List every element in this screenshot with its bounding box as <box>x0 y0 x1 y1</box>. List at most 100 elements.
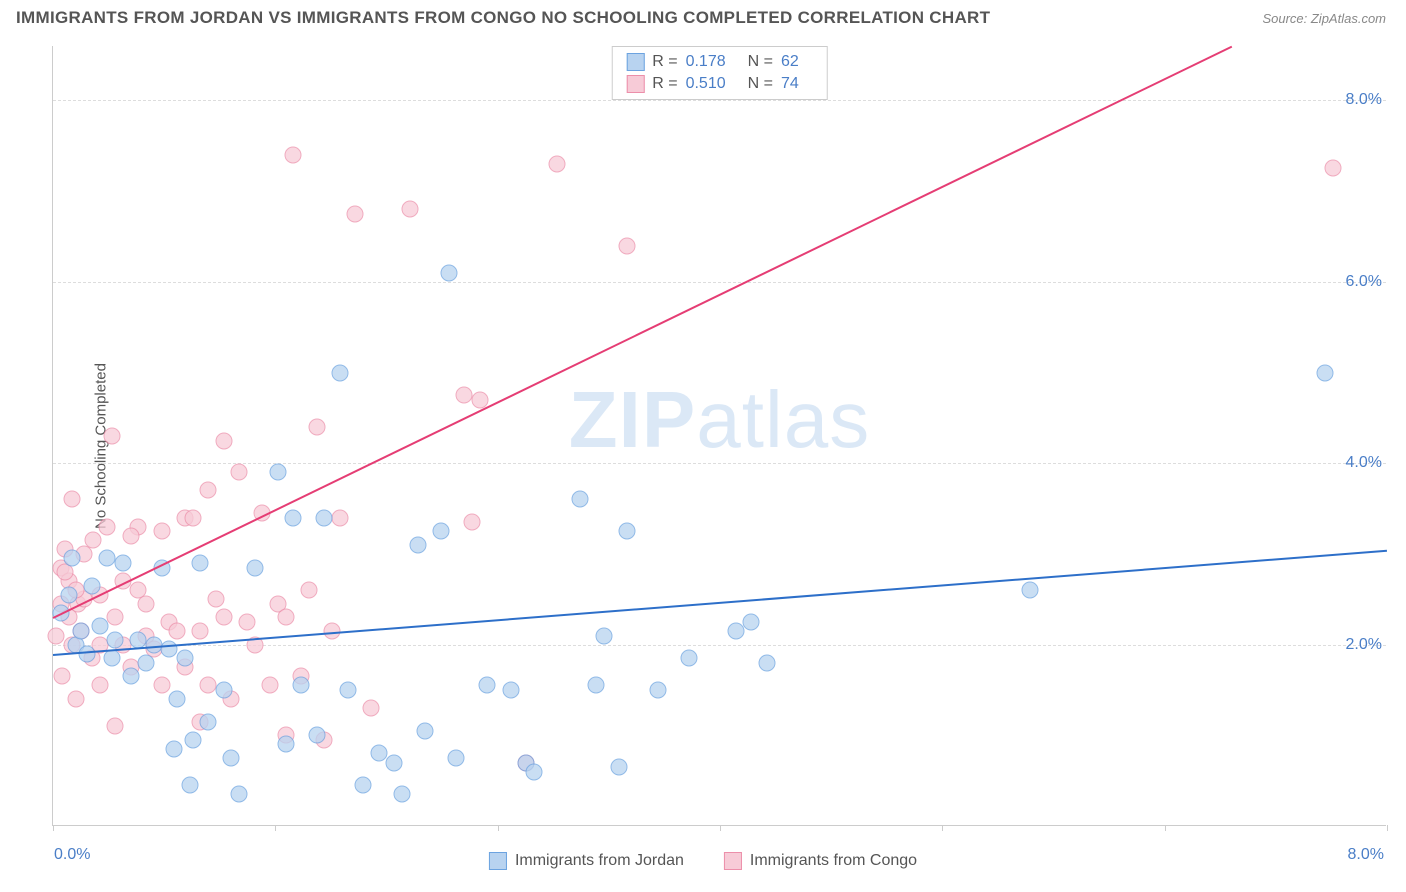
data-point-jordan <box>386 754 403 771</box>
swatch-congo <box>724 852 742 870</box>
y-tick-label: 8.0% <box>1346 91 1382 109</box>
data-point-congo <box>549 155 566 172</box>
r-label: R = <box>652 53 677 71</box>
data-point-congo <box>347 205 364 222</box>
data-point-jordan <box>103 650 120 667</box>
x-tick <box>53 825 54 831</box>
data-point-jordan <box>727 623 744 640</box>
data-point-jordan <box>595 627 612 644</box>
x-tick <box>275 825 276 831</box>
data-point-congo <box>207 591 224 608</box>
data-point-jordan <box>176 650 193 667</box>
grid-line <box>53 100 1386 101</box>
data-point-jordan <box>502 681 519 698</box>
swatch-jordan <box>626 53 644 71</box>
grid-line <box>53 282 1386 283</box>
data-point-jordan <box>293 677 310 694</box>
data-point-jordan <box>246 559 263 576</box>
data-point-jordan <box>572 491 589 508</box>
data-point-congo <box>192 623 209 640</box>
data-point-congo <box>107 609 124 626</box>
data-point-congo <box>153 523 170 540</box>
data-point-congo <box>200 677 217 694</box>
data-point-congo <box>1324 160 1341 177</box>
data-point-congo <box>231 464 248 481</box>
swatch-congo <box>626 75 644 93</box>
data-point-jordan <box>432 523 449 540</box>
data-point-jordan <box>611 759 628 776</box>
data-point-jordan <box>114 554 131 571</box>
data-point-jordan <box>355 777 372 794</box>
x-tick <box>1165 825 1166 831</box>
data-point-jordan <box>440 264 457 281</box>
data-point-congo <box>463 514 480 531</box>
data-point-jordan <box>339 681 356 698</box>
stats-legend: R = 0.178 N = 62 R = 0.510 N = 74 <box>611 46 828 100</box>
data-point-congo <box>331 509 348 526</box>
data-point-congo <box>238 613 255 630</box>
legend-item-jordan: Immigrants from Jordan <box>489 852 684 870</box>
data-point-jordan <box>316 509 333 526</box>
x-tick <box>1387 825 1388 831</box>
stats-row-jordan: R = 0.178 N = 62 <box>626 53 813 71</box>
data-point-congo <box>107 718 124 735</box>
data-point-congo <box>153 677 170 694</box>
source-label: Source: ZipAtlas.com <box>1262 11 1386 26</box>
data-point-jordan <box>331 364 348 381</box>
data-point-jordan <box>138 654 155 671</box>
legend-item-congo: Immigrants from Congo <box>724 852 917 870</box>
data-point-jordan <box>107 632 124 649</box>
data-point-jordan <box>587 677 604 694</box>
r-value-congo: 0.510 <box>686 75 726 93</box>
data-point-jordan <box>394 786 411 803</box>
x-tick <box>720 825 721 831</box>
data-point-congo <box>63 491 80 508</box>
data-point-jordan <box>417 722 434 739</box>
data-point-congo <box>138 595 155 612</box>
regression-line-congo <box>53 46 1233 619</box>
data-point-jordan <box>184 731 201 748</box>
data-point-jordan <box>1316 364 1333 381</box>
data-point-jordan <box>448 749 465 766</box>
data-point-congo <box>68 691 85 708</box>
series-label-congo: Immigrants from Congo <box>750 852 917 870</box>
data-point-congo <box>300 582 317 599</box>
x-axis-max-label: 8.0% <box>1348 846 1384 864</box>
data-point-jordan <box>215 681 232 698</box>
data-point-jordan <box>308 727 325 744</box>
data-point-jordan <box>370 745 387 762</box>
y-tick-label: 4.0% <box>1346 454 1382 472</box>
series-label-jordan: Immigrants from Jordan <box>515 852 684 870</box>
watermark-light: atlas <box>696 375 870 464</box>
data-point-congo <box>215 432 232 449</box>
data-point-jordan <box>231 786 248 803</box>
data-point-jordan <box>99 550 116 567</box>
data-point-jordan <box>743 613 760 630</box>
y-tick-label: 6.0% <box>1346 273 1382 291</box>
x-tick <box>498 825 499 831</box>
x-tick <box>942 825 943 831</box>
data-point-jordan <box>72 623 89 640</box>
data-point-jordan <box>83 577 100 594</box>
data-point-congo <box>401 201 418 218</box>
data-point-jordan <box>161 641 178 658</box>
r-label: R = <box>652 75 677 93</box>
n-label: N = <box>748 53 773 71</box>
r-value-jordan: 0.178 <box>686 53 726 71</box>
n-value-jordan: 62 <box>781 53 799 71</box>
data-point-jordan <box>269 464 286 481</box>
n-label: N = <box>748 75 773 93</box>
data-point-jordan <box>169 691 186 708</box>
data-point-jordan <box>1022 582 1039 599</box>
data-point-congo <box>471 391 488 408</box>
series-legend: Immigrants from Jordan Immigrants from C… <box>489 852 917 870</box>
data-point-jordan <box>649 681 666 698</box>
data-point-congo <box>103 428 120 445</box>
data-point-jordan <box>525 763 542 780</box>
data-point-jordan <box>181 777 198 794</box>
chart-title: IMMIGRANTS FROM JORDAN VS IMMIGRANTS FRO… <box>16 8 990 28</box>
data-point-congo <box>54 668 71 685</box>
data-point-congo <box>277 609 294 626</box>
data-point-jordan <box>165 740 182 757</box>
data-point-congo <box>200 482 217 499</box>
